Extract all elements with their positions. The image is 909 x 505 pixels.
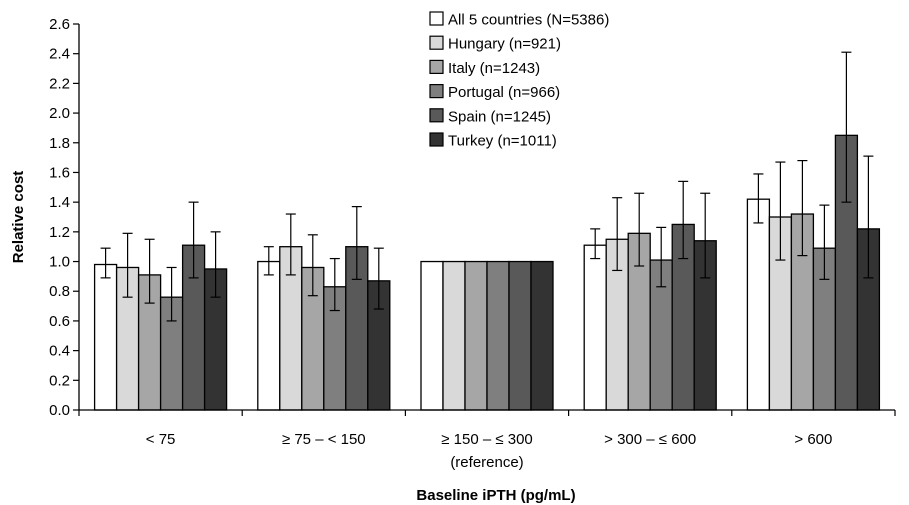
y-tick-label-8: 1.6 [49, 164, 70, 181]
bar-3-0 [583, 244, 607, 411]
y-tick-label-7: 1.4 [49, 194, 70, 211]
bar-2-3 [486, 260, 510, 411]
legend-swatch-5 [429, 132, 444, 147]
legend-swatch-1 [429, 35, 444, 50]
bar-2-1 [442, 260, 466, 411]
y-tick-label-5: 1.0 [49, 254, 70, 271]
legend: All 5 countries (N=5386) Hungary (n=921) I… [429, 11, 609, 150]
y-tick-label-13: 2.6 [49, 16, 70, 33]
y-tick-label-10: 2.0 [49, 105, 70, 122]
category-label-3: > 300 – ≤ 600 [604, 431, 696, 448]
legend-label-0: All 5 countries (N=5386) [448, 12, 609, 29]
legend-label-2: Italy (n=1243) [448, 60, 540, 77]
legend-swatch-2 [429, 59, 444, 75]
bar-layer [93, 134, 881, 411]
category-label-1: ≥ 75 – < 150 [282, 431, 366, 448]
y-tick-label-4: 0.8 [49, 283, 70, 300]
bar-1-0 [257, 260, 281, 411]
legend-swatch-3 [429, 83, 444, 99]
legend-label-4: Spain (n=1245) [448, 108, 551, 125]
category-label-2: ≥ 150 – ≤ 300 [441, 431, 533, 448]
y-tick-label-3: 0.6 [49, 313, 70, 330]
y-tick-labels: 0.0 0.2 0.4 0.6 0.8 1.0 1.2 1.4 1.6 1.8 2.0 2.2 2.4 2… [49, 16, 70, 419]
legend-label-3: Portugal (n=966) [448, 84, 560, 101]
legend-label-5: Turkey (n=1011) [448, 133, 557, 150]
y-tick-label-6: 1.2 [49, 224, 70, 241]
error-bar-layer [100, 51, 874, 322]
category-label-0: < 75 [146, 431, 176, 448]
bar-2-5 [530, 260, 554, 411]
bar-2-0 [420, 260, 444, 411]
y-tick-label-1: 0.2 [49, 372, 70, 389]
category-label-4: > 600 [794, 431, 832, 448]
y-axis-title: Relative cost [10, 171, 27, 264]
x-axis-title: Baseline iPTH (pg/mL) [416, 487, 575, 504]
bar-4-0 [746, 198, 771, 411]
y-tick-label-12: 2.4 [49, 46, 70, 63]
y-tick-label-11: 2.2 [49, 75, 70, 92]
bar-2-4 [508, 260, 532, 411]
category-sublabel-2: (reference) [450, 454, 523, 471]
bar-0-0 [93, 263, 118, 411]
y-tick-label-2: 0.4 [49, 343, 70, 360]
x-category-labels: < 75 ≥ 75 – < 150 ≥ 150 – ≤ 300 (reference)… [146, 431, 833, 471]
axes-layer [73, 23, 896, 416]
y-tick-label-9: 1.8 [49, 135, 70, 152]
legend-label-1: Hungary (n=921) [448, 36, 561, 53]
bar-2-2 [464, 260, 488, 411]
legend-swatch-0 [429, 11, 444, 26]
y-tick-label-0: 0.0 [49, 402, 70, 419]
legend-swatch-4 [429, 108, 444, 123]
